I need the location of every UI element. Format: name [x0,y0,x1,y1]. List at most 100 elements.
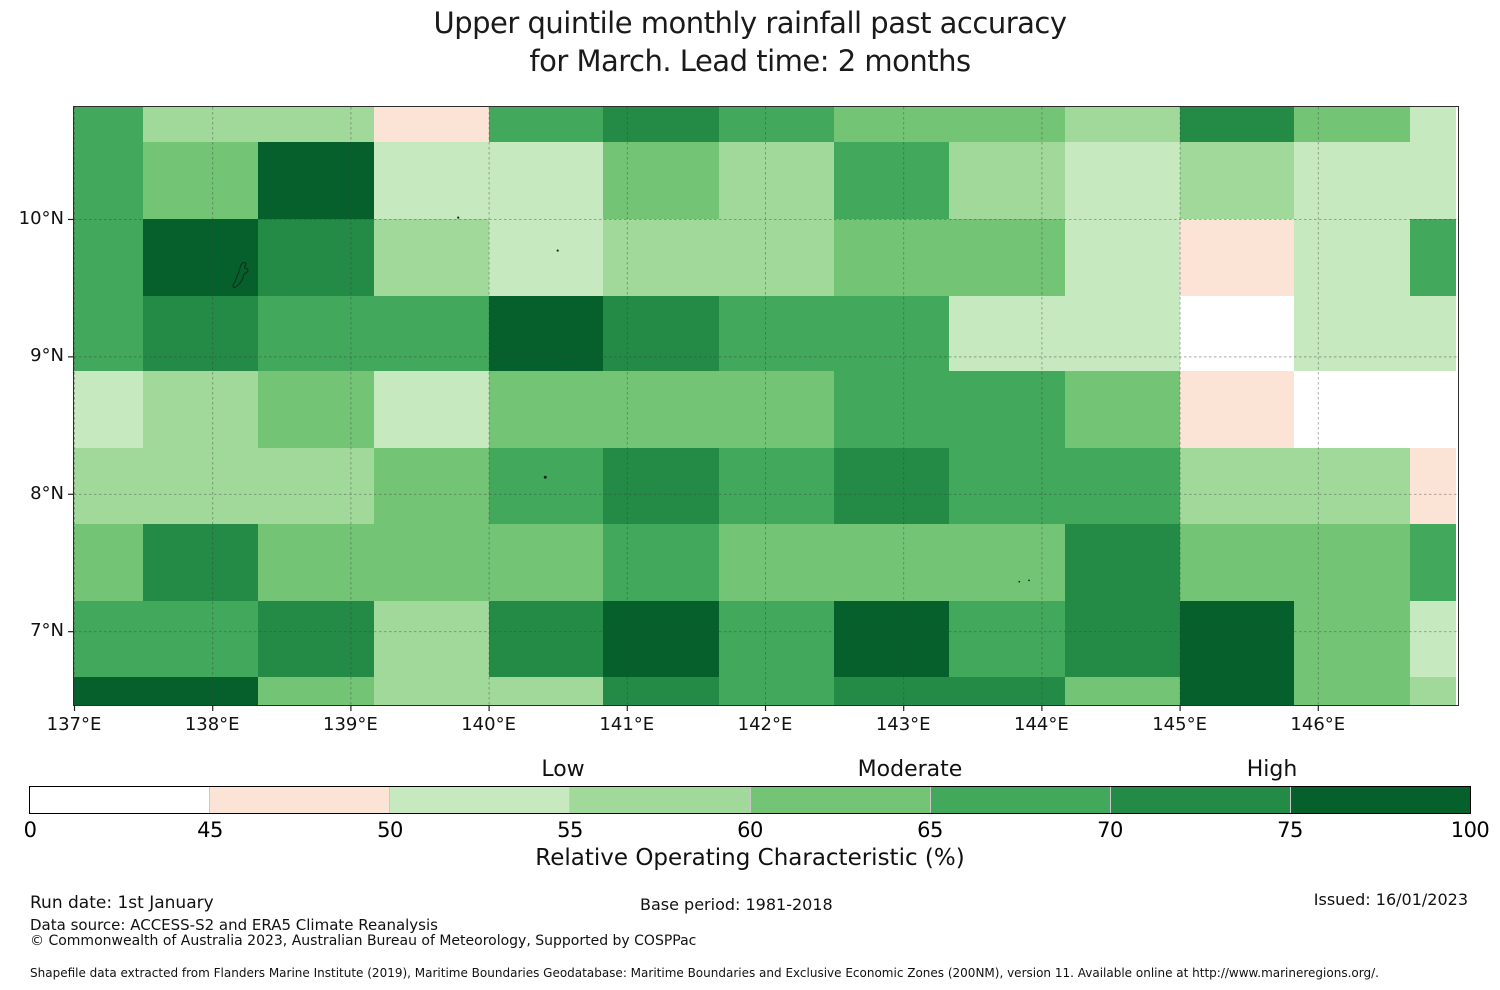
map-cell [603,371,720,449]
colorbar-tick-label: 100 [1450,818,1490,842]
map-cell [257,676,374,705]
map-cell [373,295,489,372]
lon-tick-label: 138°E [184,714,240,735]
colorbar-segment [389,787,570,813]
map-cell [719,371,835,449]
colorbar-segment [1109,787,1290,813]
map-cell [488,295,604,372]
map-cell [1294,448,1411,524]
map-cell [74,676,144,705]
colorbar-tick-label: 65 [917,818,943,842]
map-cell [948,524,1065,601]
map-cell [1179,676,1295,705]
map-cell [719,600,835,677]
map-cell [1294,600,1411,677]
map-cell [1410,371,1456,449]
map-cell [1064,295,1180,372]
map-cell [74,524,144,601]
map-cell [74,448,144,524]
map-cell [143,142,258,219]
map-cell [257,218,374,296]
lat-tick-label: 7°N [30,620,64,642]
map-cell [1294,676,1411,705]
map-cell [603,448,720,524]
map-cell [373,448,489,524]
map-cell [1064,448,1180,524]
map-cell [1179,218,1295,296]
map-cell [488,371,604,449]
map-cell [1064,676,1180,705]
map-cell [373,600,489,677]
map-cell [948,218,1065,296]
colorbar-segment [749,787,930,813]
map-cell [373,524,489,601]
colorbar-tick-label: 70 [1097,818,1123,842]
colorbar-axis-label: Relative Operating Characteristic (%) [535,845,965,871]
map-cell [143,107,258,143]
map-cell [603,600,720,677]
map-cell [603,218,720,296]
colorbar-segment [30,787,210,813]
colorbar-tick-label: 60 [737,818,763,842]
map-cell [603,107,720,143]
map-cell [373,142,489,219]
footer-shapefile-note: Shapefile data extracted from Flanders M… [30,966,1379,980]
map-plot [73,106,1459,706]
map-cell [834,371,949,449]
colorbar-tick-label: 0 [23,818,37,842]
chart-title-line1: Upper quintile monthly rainfall past acc… [433,6,1067,40]
map-cell [74,218,144,296]
map-cell [834,218,949,296]
map-cell [143,371,258,449]
colorbar-segment [929,787,1110,813]
map-cell [488,218,604,296]
map-cell [948,676,1065,705]
colorbar-region-label: Moderate [857,757,963,782]
lon-tick-label: 145°E [1152,714,1207,735]
map-cell [143,600,258,677]
chart-title-line2: for March. Lead time: 2 months [529,44,971,78]
map-cell [1179,448,1295,524]
map-cell [74,107,144,143]
map-cell [1410,107,1456,143]
map-cell [74,600,144,677]
lon-tick-label: 146°E [1290,714,1346,735]
lon-tick-label: 142°E [737,714,793,735]
map-cell [488,676,604,705]
map-cell [257,371,374,449]
map-cell [834,676,949,705]
map-cell [143,524,258,601]
map-cell [719,107,835,143]
map-cell [373,676,489,705]
map-cell [719,524,835,601]
map-cell [948,371,1065,449]
lon-tick-label: 141°E [599,714,655,735]
map-cell [1410,448,1456,524]
map-cell [1294,142,1411,219]
colorbar-segment [569,787,750,813]
map-cell [834,448,949,524]
map-cell [257,142,374,219]
map-cell [74,295,144,372]
map-cell [1294,107,1411,143]
map-cell [1294,218,1411,296]
map-cell [603,295,720,372]
map-cell [1410,676,1456,705]
map-cell [834,142,949,219]
map-cell [1064,600,1180,677]
map-cell [1179,295,1295,372]
map-cell [1410,600,1456,677]
map-cell [1294,371,1411,449]
lat-tick-label: 9°N [30,345,64,367]
map-cell [719,676,835,705]
colorbar-tick-label: 45 [197,818,223,842]
map-cell [1179,371,1295,449]
map-cell [257,295,374,372]
lon-tick-label: 143°E [875,714,931,735]
map-cell [1179,142,1295,219]
map-cell [488,524,604,601]
footer-run-date: Run date: 1st January [30,893,214,913]
map-cell [948,295,1065,372]
colorbar [29,786,1471,814]
